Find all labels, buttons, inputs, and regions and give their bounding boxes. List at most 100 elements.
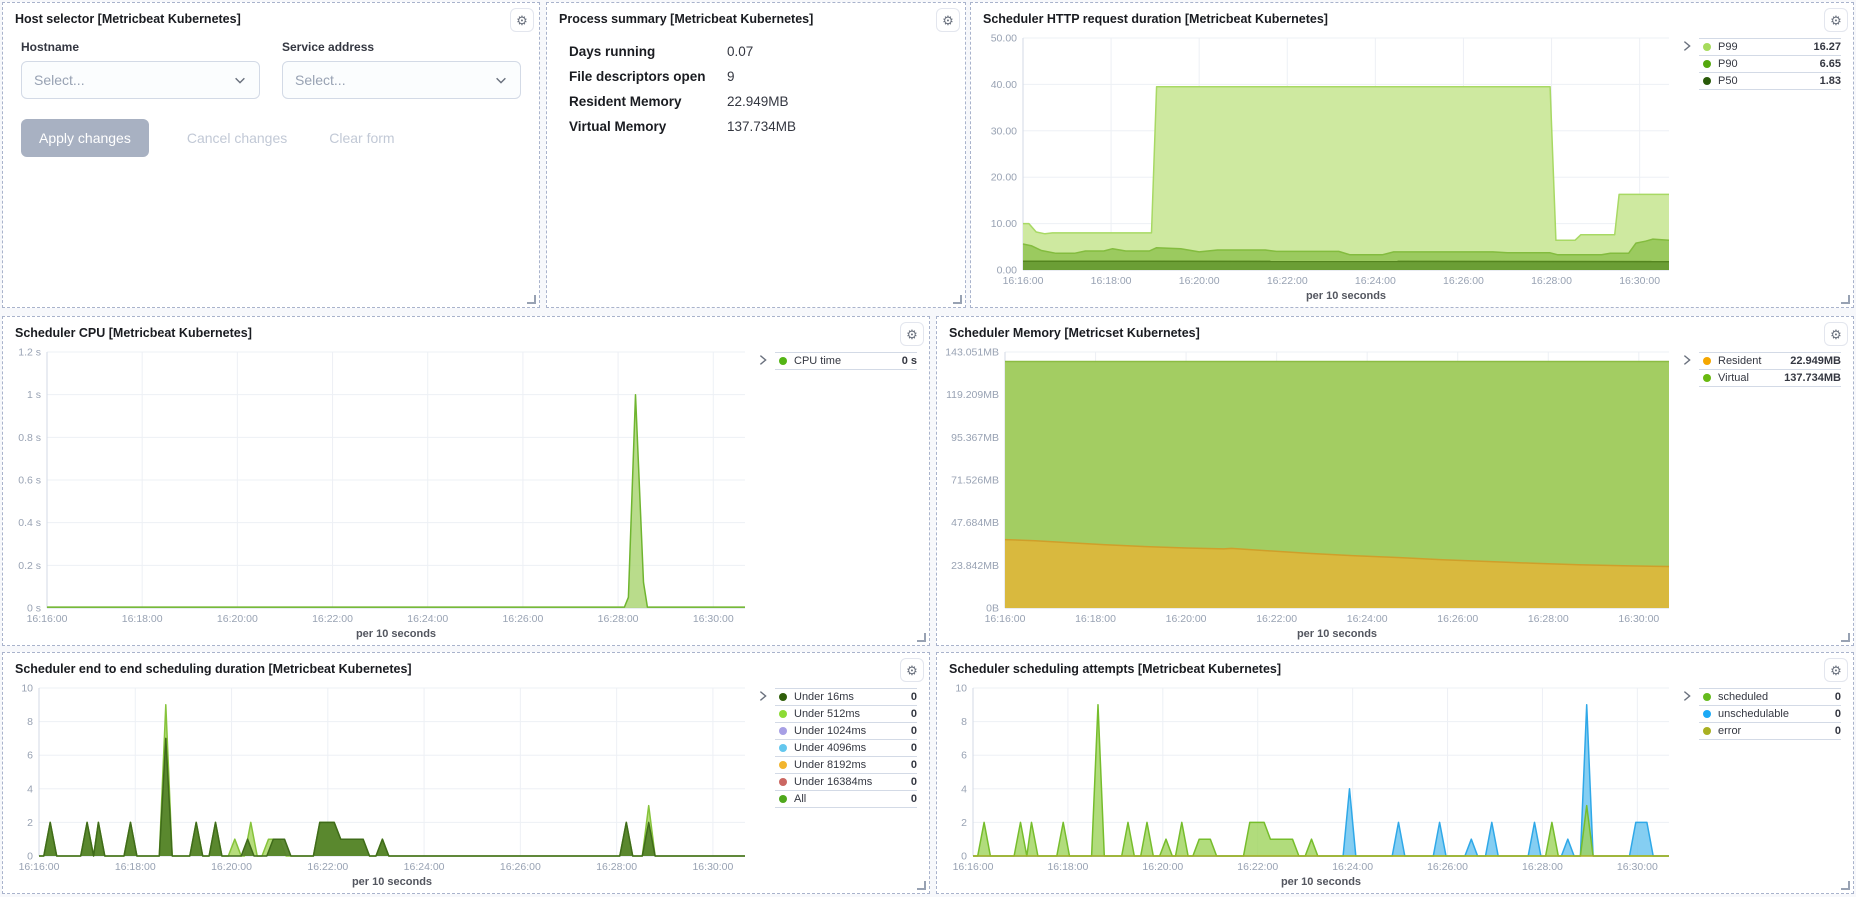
svg-text:143.051MB: 143.051MB xyxy=(945,347,999,359)
legend-series-label: P50 xyxy=(1718,75,1738,87)
panel-resize-handle[interactable] xyxy=(917,881,926,890)
panel-resize-handle[interactable] xyxy=(527,295,536,304)
panel-settings-gear-icon[interactable]: ⚙ xyxy=(900,658,924,682)
legend-item[interactable]: error 0 xyxy=(1699,723,1841,740)
legend-item[interactable]: P99 16.27 xyxy=(1699,39,1841,56)
legend-series-value: 0 xyxy=(1834,725,1841,737)
svg-text:16:24:00: 16:24:00 xyxy=(1332,861,1373,873)
legend-item[interactable]: scheduled 0 xyxy=(1699,689,1841,706)
legend-series-label: Resident xyxy=(1718,355,1762,367)
panel-title: Scheduler HTTP request duration [Metricb… xyxy=(983,12,1328,26)
scheduler-memory-chart[interactable]: 0B 23.842MB 47.684MB 71.526MB 95.367MB 119.20… xyxy=(939,344,1679,642)
legend-item[interactable]: Under 16384ms 0 xyxy=(775,774,917,791)
panel-settings-gear-icon[interactable]: ⚙ xyxy=(1824,8,1848,32)
panel-scheduling-attempts: Scheduler scheduling attempts [Metricbea… xyxy=(936,652,1854,894)
legend-series-value: 137.734MB xyxy=(1784,372,1841,384)
svg-text:6: 6 xyxy=(961,750,967,762)
legend-collapse-chevron-icon[interactable] xyxy=(1679,353,1695,369)
legend-series-dot-icon xyxy=(1703,43,1711,51)
svg-text:95.367MB: 95.367MB xyxy=(951,432,999,444)
svg-text:1 s: 1 s xyxy=(27,389,41,401)
legend-series-value: 0 xyxy=(910,725,917,737)
legend-series-dot-icon xyxy=(779,727,787,735)
panel-settings-gear-icon[interactable]: ⚙ xyxy=(1824,658,1848,682)
svg-text:16:22:00: 16:22:00 xyxy=(312,613,353,625)
legend-collapse-chevron-icon[interactable] xyxy=(1679,689,1695,705)
svg-text:16:30:00: 16:30:00 xyxy=(693,613,734,625)
legend-series-dot-icon xyxy=(1703,710,1711,718)
legend-series-value: 22.949MB xyxy=(1790,355,1841,367)
legend-item[interactable]: unschedulable 0 xyxy=(1699,706,1841,723)
panel-title: Scheduler scheduling attempts [Metricbea… xyxy=(949,662,1282,676)
panel-settings-gear-icon[interactable]: ⚙ xyxy=(900,322,924,346)
summary-row: File descriptors open 9 xyxy=(569,69,735,84)
http-duration-chart[interactable]: 0.00 10.00 20.00 30.00 40.00 50.00 16:16:00 16:… xyxy=(973,30,1679,304)
panel-settings-gear-icon[interactable]: ⚙ xyxy=(1824,322,1848,346)
svg-text:16:30:00: 16:30:00 xyxy=(1618,613,1659,625)
legend-series-dot-icon xyxy=(779,357,787,365)
legend-series-label: scheduled xyxy=(1718,691,1769,703)
svg-text:16:24:00: 16:24:00 xyxy=(1347,613,1388,625)
legend-item[interactable]: P50 1.83 xyxy=(1699,73,1841,90)
svg-text:16:24:00: 16:24:00 xyxy=(407,613,448,625)
panel-resize-handle[interactable] xyxy=(1841,295,1850,304)
scheduler-cpu-chart[interactable]: 0 s 0.2 s 0.4 s 0.6 s 0.8 s 1 s 1.2 s 16:16:00 1… xyxy=(5,344,755,642)
host-selector-form: Hostname Select... Service address Selec… xyxy=(3,30,539,157)
svg-text:0: 0 xyxy=(961,851,967,863)
svg-text:16:28:00: 16:28:00 xyxy=(596,861,637,873)
panel-settings-gear-icon[interactable]: ⚙ xyxy=(936,8,960,32)
hostname-placeholder: Select... xyxy=(34,72,85,88)
cancel-changes-button[interactable]: Cancel changes xyxy=(186,130,288,146)
svg-text:16:26:00: 16:26:00 xyxy=(502,613,543,625)
legend-series-label: P90 xyxy=(1718,58,1738,70)
legend-item[interactable]: Under 1024ms 0 xyxy=(775,723,917,740)
panel-settings-gear-icon[interactable]: ⚙ xyxy=(510,8,534,32)
svg-text:16:20:00: 16:20:00 xyxy=(1179,275,1220,287)
service-address-select[interactable]: Select... xyxy=(282,61,521,99)
svg-text:0.2 s: 0.2 s xyxy=(18,560,41,572)
svg-text:0.8 s: 0.8 s xyxy=(18,432,41,444)
svg-text:4: 4 xyxy=(27,783,33,795)
panel-resize-handle[interactable] xyxy=(917,633,926,642)
legend-item[interactable]: Under 4096ms 0 xyxy=(775,740,917,757)
process-summary-table: Days running 0.07 File descriptors open … xyxy=(547,30,965,134)
legend-series-dot-icon xyxy=(779,744,787,752)
svg-text:16:26:00: 16:26:00 xyxy=(1437,613,1478,625)
panel-resize-handle[interactable] xyxy=(1841,881,1850,890)
svg-text:0 s: 0 s xyxy=(27,603,41,615)
svg-text:16:16:00: 16:16:00 xyxy=(985,613,1026,625)
svg-text:16:28:00: 16:28:00 xyxy=(1531,275,1572,287)
svg-text:16:28:00: 16:28:00 xyxy=(1528,613,1569,625)
panel-resize-handle[interactable] xyxy=(1841,633,1850,642)
panel-resize-handle[interactable] xyxy=(953,295,962,304)
legend-item[interactable]: Under 16ms 0 xyxy=(775,689,917,706)
legend-item[interactable]: All 0 xyxy=(775,791,917,808)
legend-item[interactable]: CPU time 0 s xyxy=(775,353,917,370)
legend-collapse-chevron-icon[interactable] xyxy=(1679,39,1695,55)
scheduling-attempts-chart[interactable]: 0 2 4 6 8 10 16:16:00 16:18:00 16:20:00 16:22:00 1… xyxy=(939,680,1679,890)
svg-text:30.00: 30.00 xyxy=(991,125,1017,137)
service-address-placeholder: Select... xyxy=(295,72,346,88)
apply-changes-button[interactable]: Apply changes xyxy=(21,119,149,157)
legend-item[interactable]: P90 6.65 xyxy=(1699,56,1841,73)
legend-series-value: 0 xyxy=(910,742,917,754)
legend-series-value: 0 xyxy=(910,708,917,720)
panel-title: Host selector [Metricbeat Kubernetes] xyxy=(15,12,241,26)
legend-item[interactable]: Resident 22.949MB xyxy=(1699,353,1841,370)
panel-scheduler-cpu: Scheduler CPU [Metricbeat Kubernetes] ⚙ … xyxy=(2,316,930,646)
hostname-select[interactable]: Select... xyxy=(21,61,260,99)
legend-collapse-chevron-icon[interactable] xyxy=(755,689,771,705)
legend-series-dot-icon xyxy=(779,693,787,701)
panel-scheduler-memory: Scheduler Memory [Metricset Kubernetes] … xyxy=(936,316,1854,646)
svg-text:23.842MB: 23.842MB xyxy=(951,560,999,572)
legend-collapse-chevron-icon[interactable] xyxy=(755,353,771,369)
legend-series-dot-icon xyxy=(779,761,787,769)
legend-item[interactable]: Under 8192ms 0 xyxy=(775,757,917,774)
scheduling-duration-chart[interactable]: 0 2 4 6 8 10 16:16:00 16:18:00 16:20:00 16:22:00 1… xyxy=(5,680,755,890)
legend-item[interactable]: Virtual 137.734MB xyxy=(1699,370,1841,387)
clear-form-button[interactable]: Clear form xyxy=(329,130,395,146)
svg-text:16:20:00: 16:20:00 xyxy=(217,613,258,625)
svg-text:119.209MB: 119.209MB xyxy=(946,389,999,401)
legend-item[interactable]: Under 512ms 0 xyxy=(775,706,917,723)
legend-series-value: 0 xyxy=(910,759,917,771)
